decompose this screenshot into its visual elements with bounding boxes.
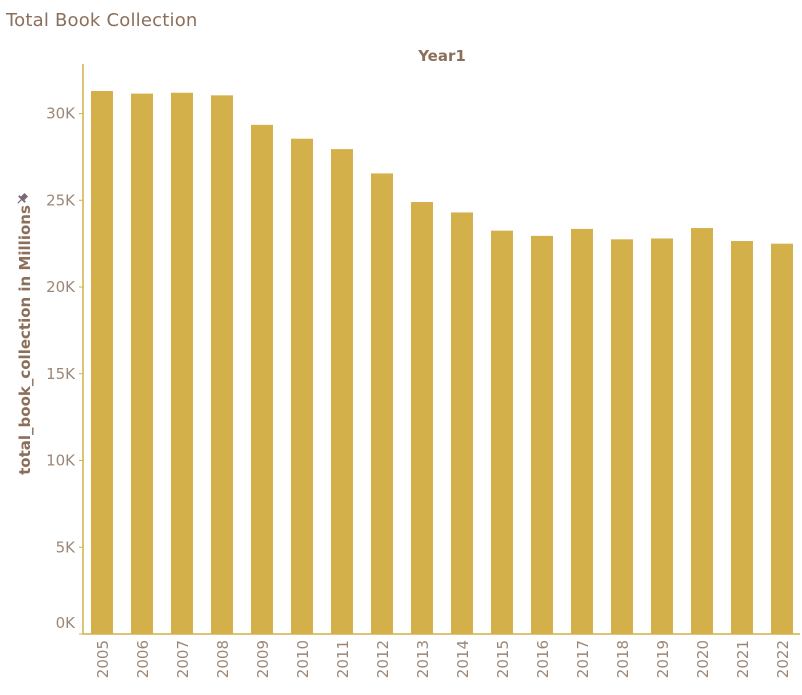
x-tick-label: 2013: [414, 640, 432, 678]
y-tick-label: 0K: [56, 614, 77, 632]
x-tick-label: 2022: [774, 640, 792, 678]
bar-2008[interactable]: [211, 95, 233, 635]
bar-2020[interactable]: [691, 228, 713, 634]
x-tick-label: 2005: [94, 640, 112, 678]
x-tick-label: 2018: [614, 640, 632, 678]
bar-2018[interactable]: [611, 239, 633, 635]
page-title: Total Book Collection: [6, 10, 198, 31]
bar-2012[interactable]: [371, 173, 393, 634]
x-tick-label: 2019: [654, 640, 672, 678]
y-tick-label: 30K: [46, 105, 76, 123]
y-tick-label: 10K: [46, 452, 76, 470]
bar-2010[interactable]: [291, 138, 313, 634]
x-tick-label: 2021: [734, 640, 752, 678]
y-axis-ticks: 0K 5K 10K 15K 20K 25K 30K: [46, 105, 83, 635]
bar-2022[interactable]: [771, 243, 793, 634]
bar-2011[interactable]: [331, 149, 353, 634]
bar-2021[interactable]: [731, 241, 753, 634]
y-tick-label: 25K: [46, 191, 76, 209]
x-tick-label: 2008: [214, 640, 232, 678]
x-tick-label: 2006: [134, 640, 152, 678]
bar-2015[interactable]: [491, 230, 513, 634]
x-tick-label: 2011: [334, 640, 352, 678]
bar-2005[interactable]: [91, 91, 113, 634]
column-header-label: Year1: [417, 47, 466, 65]
pin-icon[interactable]: [15, 192, 30, 207]
x-tick-label: 2017: [574, 640, 592, 678]
bar-2017[interactable]: [571, 228, 593, 635]
bar-2006[interactable]: [131, 93, 153, 634]
bar-2013[interactable]: [411, 202, 433, 634]
bar-2016[interactable]: [531, 235, 553, 634]
x-tick-label: 2009: [254, 640, 272, 678]
x-axis-ticks: 2005 2006 2007 2008 2009 2010 2011 2012 2013 2014…: [94, 640, 792, 678]
bar-2009[interactable]: [251, 124, 273, 634]
y-tick-label: 20K: [46, 278, 76, 296]
x-tick-label: 2007: [174, 640, 192, 678]
bar-2014[interactable]: [451, 212, 473, 635]
bars-group: [91, 91, 793, 635]
y-tick-label: 5K: [56, 538, 77, 556]
y-tick-label: 15K: [46, 365, 76, 383]
bar-2007[interactable]: [171, 92, 193, 635]
x-tick-label: 2015: [494, 640, 512, 678]
bar-2019[interactable]: [651, 238, 673, 634]
x-tick-label: 2020: [694, 640, 712, 678]
y-axis-title: total_book_collection in Millions: [16, 205, 34, 475]
x-tick-label: 2012: [374, 640, 392, 678]
x-tick-label: 2016: [534, 640, 552, 678]
x-tick-label: 2010: [294, 640, 312, 678]
x-tick-label: 2014: [454, 640, 472, 678]
